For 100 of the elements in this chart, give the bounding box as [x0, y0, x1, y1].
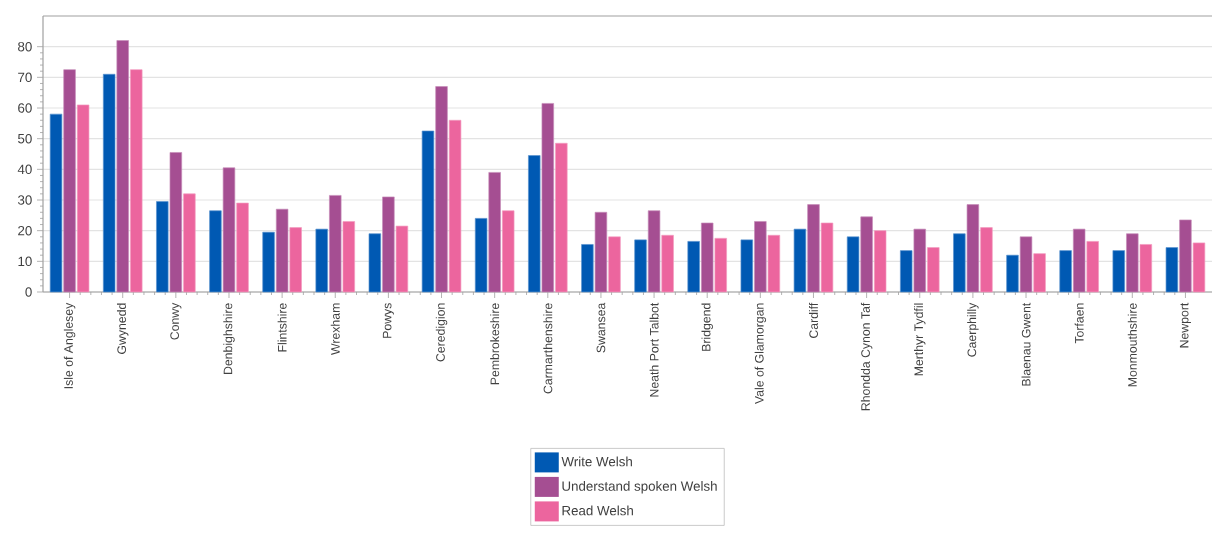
bar: [222, 167, 236, 293]
bar: [1179, 219, 1192, 293]
bar: [130, 69, 143, 293]
bar: [76, 104, 90, 293]
y-tick-label: 70: [18, 72, 32, 83]
legend-label: Write Welsh: [561, 456, 632, 467]
x-tick-label: Merthyr Tydfil: [914, 303, 926, 376]
bar: [368, 233, 382, 293]
bar: [342, 221, 355, 293]
x-tick-label: Torfaen: [1074, 303, 1084, 344]
x-tick-label: Wrexham: [330, 303, 340, 355]
bar: [927, 247, 940, 293]
bar: [555, 142, 568, 293]
bar: [289, 227, 302, 293]
y-tick-label: 80: [18, 41, 32, 52]
bar: [701, 222, 714, 293]
bar: [581, 244, 594, 293]
bar: [846, 236, 860, 293]
y-tick-label: 0: [25, 287, 32, 297]
y-tick-label: 40: [17, 164, 32, 175]
bar: [594, 211, 608, 293]
bar: [209, 210, 222, 293]
bar: [183, 193, 196, 293]
bar: [980, 227, 993, 293]
bar: [793, 228, 807, 293]
bar: [474, 218, 488, 293]
x-tick-label: Newport: [1179, 302, 1191, 348]
bar: [860, 216, 873, 293]
bar: [1019, 236, 1033, 293]
bar: [1006, 254, 1019, 293]
x-tick-label: Isle of Anglesey: [63, 302, 76, 389]
x-tick-label: Carmarthenshire: [543, 303, 553, 394]
x-tick-label: Swansea: [596, 302, 606, 353]
bar: [873, 230, 887, 293]
bar: [102, 73, 116, 293]
bar: [900, 250, 913, 293]
y-tick-label: 10: [18, 256, 32, 267]
bar: [435, 86, 448, 293]
bar: [634, 239, 647, 293]
bar: [1033, 253, 1046, 293]
bar: [1072, 228, 1086, 293]
bar: [913, 228, 926, 293]
legend-label: Understand spoken Welsh: [562, 481, 717, 494]
x-tick-label: Powys: [382, 303, 394, 338]
bar: [169, 152, 183, 293]
bar: [1059, 250, 1072, 293]
y-tick-label: 60: [18, 103, 32, 113]
bar: [608, 236, 621, 293]
bar: [329, 195, 342, 293]
legend-label: Read Welsh: [562, 505, 633, 516]
bar: [1112, 250, 1125, 293]
y-tick-label: 50: [18, 133, 32, 144]
bar: [1165, 247, 1179, 293]
bar: [953, 233, 966, 293]
bar: [395, 225, 409, 293]
y-tick-label: 30: [17, 195, 32, 205]
bar: [236, 202, 249, 293]
bar: [63, 69, 76, 293]
bar: [116, 40, 129, 293]
x-tick-label: Flintshire: [277, 303, 287, 352]
x-tick-label: Neath Port Talbot: [649, 302, 659, 397]
x-tick-label: Cardiff: [808, 302, 818, 338]
bar: [49, 113, 63, 293]
bar: [315, 228, 328, 293]
bar: [807, 204, 820, 293]
bar: [740, 239, 753, 293]
x-tick-label: Bridgend: [701, 303, 713, 351]
bar: [754, 221, 767, 293]
bar: [714, 238, 727, 293]
bar: [541, 103, 554, 293]
bar: [421, 130, 435, 293]
y-tick-label: 20: [18, 225, 32, 236]
bar: [767, 234, 781, 293]
bar: [820, 222, 834, 293]
bar: [262, 231, 275, 293]
bar: [156, 201, 169, 293]
bar: [647, 210, 661, 293]
bar: [488, 172, 501, 293]
bar: [275, 208, 289, 293]
x-tick-label: Ceredigion: [435, 303, 448, 362]
x-tick-label: Rhondda Cynon Taf: [860, 302, 873, 411]
x-tick-label: Monmouthshire: [1127, 303, 1137, 387]
bar: [502, 210, 515, 293]
x-tick-label: Blaenau Gwent: [1021, 302, 1031, 386]
x-tick-label: Gwynedd: [116, 303, 129, 354]
bar: [1139, 244, 1153, 293]
bar: [1126, 233, 1139, 293]
bar: [687, 241, 700, 293]
x-tick-label: Pembrokeshire: [490, 303, 500, 385]
bar: [1086, 241, 1099, 293]
bar: [382, 196, 395, 293]
bar: [528, 155, 541, 293]
bar: [661, 234, 674, 293]
bar: [448, 119, 462, 293]
x-tick-label: Vale of Glamorgan: [754, 303, 767, 405]
x-tick-label: Caerphilly: [967, 302, 979, 357]
bar: [966, 204, 980, 293]
x-tick-label: Denbighshire: [223, 303, 235, 374]
bar: [1192, 242, 1206, 293]
x-tick-label: Conwy: [170, 302, 182, 340]
